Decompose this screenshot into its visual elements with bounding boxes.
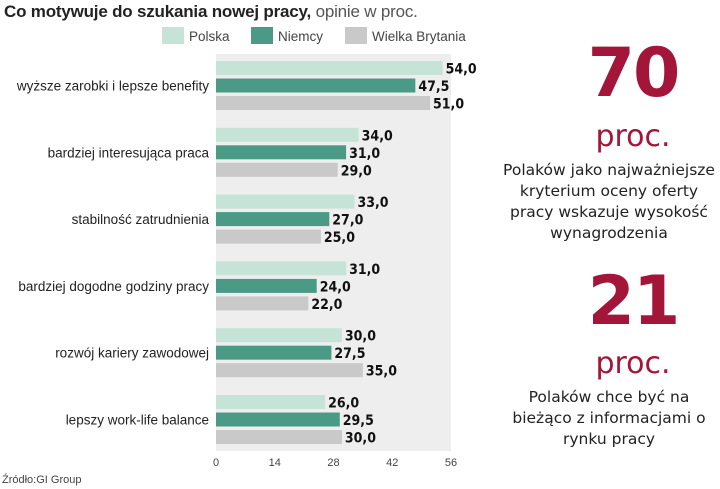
- bar: [216, 127, 359, 142]
- bar-value-label: 54,0: [446, 62, 477, 78]
- bar: [216, 194, 355, 209]
- bar-value-label: 33,0: [357, 195, 388, 211]
- legend-label: Wielka Brytania: [372, 29, 466, 44]
- stat-number-1: 70: [587, 34, 681, 113]
- bar-value-label: 27,5: [334, 346, 365, 362]
- bar: [216, 162, 338, 177]
- bar: [216, 229, 321, 244]
- x-tick-label: 0: [213, 457, 219, 469]
- bar-value-label: 47,5: [418, 79, 449, 95]
- bar-value-label: 35,0: [366, 364, 397, 380]
- bar: [216, 96, 431, 110]
- source-note: Źródło:GI Group: [2, 474, 82, 486]
- bar: [216, 345, 332, 360]
- legend-label: Polska: [189, 29, 230, 44]
- category-label: bardziej interesująca praca: [48, 145, 210, 160]
- bar: [216, 328, 342, 343]
- bar: [216, 363, 363, 378]
- chart-title: Co motywuje do szukania nowej pracy, opi…: [4, 2, 418, 22]
- bar: [216, 261, 347, 276]
- bar-value-label: 26,0: [328, 396, 359, 412]
- stat-text-2: Polaków chce być na bieżąco z informacja…: [512, 388, 706, 448]
- chart-title-subtitle: opinie w proc.: [311, 2, 418, 21]
- bar-value-label: 22,0: [311, 297, 342, 313]
- x-tick-label: 42: [386, 457, 398, 469]
- bar-value-label: 30,0: [345, 431, 376, 447]
- bar-value-label: 24,0: [320, 279, 351, 295]
- bar-value-label: 30,0: [345, 329, 376, 345]
- bar: [216, 412, 340, 427]
- bar: [216, 78, 416, 93]
- bar: [216, 430, 342, 444]
- stat-unit-2: proc.: [595, 346, 671, 381]
- legend-swatch: [251, 27, 273, 44]
- category-label: rozwój kariery zawodowej: [55, 346, 209, 361]
- bar: [216, 145, 347, 160]
- bar: [216, 61, 443, 75]
- legend-swatch: [345, 27, 367, 44]
- x-tick-label: 56: [445, 457, 457, 469]
- bar-value-label: 25,0: [324, 230, 355, 246]
- legend-label: Niemcy: [278, 29, 323, 44]
- category-label: bardziej dogodne godziny pracy: [18, 279, 209, 294]
- bar: [216, 296, 309, 311]
- bar-value-label: 27,0: [332, 213, 363, 229]
- x-tick-label: 28: [327, 457, 339, 469]
- bar-value-label: 31,0: [349, 262, 380, 278]
- bar-value-label: 29,5: [343, 413, 374, 429]
- bar: [216, 278, 317, 293]
- stat-text-1: Polaków jako najważniejsze kryterium oce…: [503, 161, 715, 242]
- plot-background: [216, 54, 451, 451]
- bar-value-label: 34,0: [362, 128, 393, 144]
- bar: [216, 212, 330, 227]
- category-label: lepszy work-life balance: [66, 413, 209, 428]
- bar: [216, 395, 326, 409]
- bar-value-label: 31,0: [349, 146, 380, 162]
- category-label: stabilność zatrudnienia: [72, 212, 210, 227]
- x-tick-label: 14: [269, 457, 281, 469]
- stat-unit-1: proc.: [595, 119, 671, 154]
- legend-swatch: [162, 27, 184, 44]
- bar-value-label: 51,0: [433, 97, 464, 113]
- chart-title-bold: Co motywuje do szukania nowej pracy,: [4, 2, 312, 21]
- stat-number-2: 21: [587, 262, 681, 341]
- category-label: wyższe zarobki i lepsze benefity: [16, 79, 209, 94]
- bar-value-label: 29,0: [341, 163, 372, 179]
